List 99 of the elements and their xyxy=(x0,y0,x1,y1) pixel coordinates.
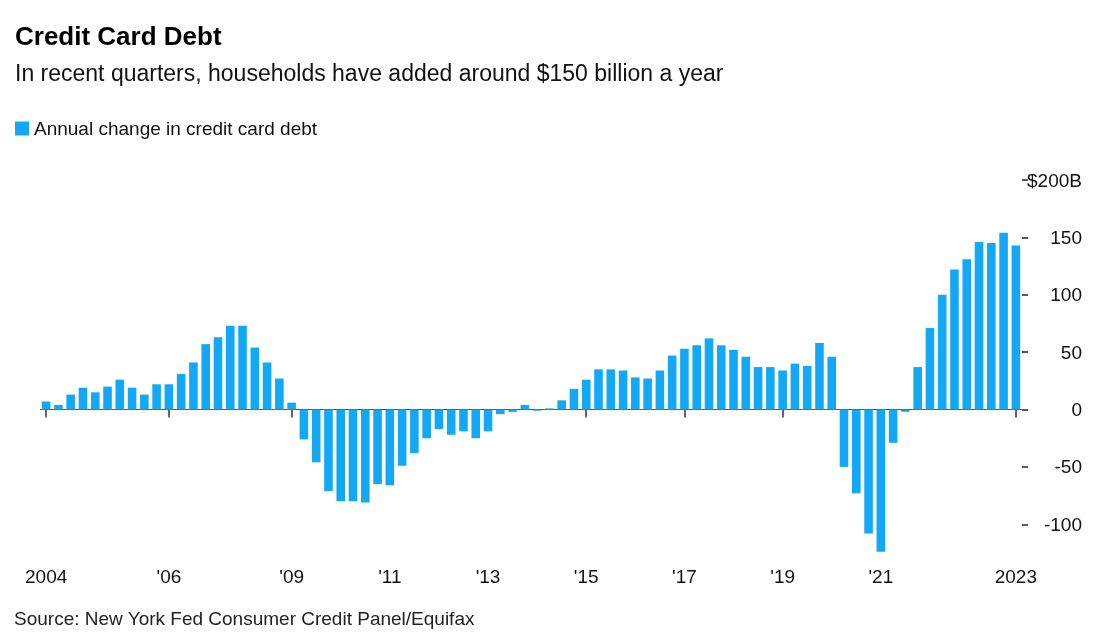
bar xyxy=(250,347,260,410)
bar xyxy=(164,384,174,410)
x-tick-label: '19 xyxy=(770,566,796,587)
y-tick-label: 50 xyxy=(1060,341,1082,363)
bar xyxy=(287,402,296,410)
bar xyxy=(140,394,149,410)
y-tick-label: -100 xyxy=(1043,513,1082,535)
bar xyxy=(876,409,886,552)
bar xyxy=(410,409,419,454)
bar xyxy=(643,378,652,410)
x-tick-label: '06 xyxy=(156,566,182,587)
bar xyxy=(446,409,456,435)
bar xyxy=(974,241,984,410)
bar xyxy=(189,362,198,410)
bar xyxy=(496,409,505,415)
bar xyxy=(606,369,616,410)
bar xyxy=(397,409,407,466)
bar xyxy=(667,355,677,410)
x-tick-label: '11 xyxy=(378,566,402,587)
y-tick-label: 0 xyxy=(1071,399,1082,421)
bar xyxy=(950,269,959,410)
bar xyxy=(373,409,382,485)
bar xyxy=(790,363,800,410)
y-tick-label: 100 xyxy=(1050,284,1082,306)
bar xyxy=(581,379,591,410)
bar xyxy=(999,232,1008,410)
x-tick-label: '21 xyxy=(868,566,894,587)
bar xyxy=(78,387,88,410)
bar xyxy=(54,404,63,410)
bar xyxy=(520,404,530,410)
bar xyxy=(913,367,922,410)
bar xyxy=(802,365,812,410)
bar xyxy=(631,377,640,410)
x-tick-label: '09 xyxy=(279,566,305,587)
bar xyxy=(201,344,211,410)
source-note: Source: New York Fed Consumer Credit Panel/Equifax xyxy=(14,608,475,629)
bar xyxy=(925,328,935,410)
bar xyxy=(127,387,137,410)
y-tick-label: 150 xyxy=(1050,226,1082,248)
x-tick-label: '17 xyxy=(672,566,697,587)
chart-subtitle: In recent quarters, households have added around $150 billion a year xyxy=(15,59,724,86)
x-tick-label: '15 xyxy=(573,566,599,587)
bar xyxy=(655,370,665,410)
bar xyxy=(434,409,444,430)
x-tick-label: 2004 xyxy=(25,566,68,587)
bar xyxy=(557,400,566,410)
bar xyxy=(987,243,996,410)
bar xyxy=(336,409,346,502)
bar xyxy=(348,409,358,502)
bar xyxy=(66,394,75,410)
bar xyxy=(262,362,272,410)
bar xyxy=(839,409,849,467)
bar xyxy=(41,401,51,410)
bar xyxy=(213,337,223,410)
chart-title: Credit Card Debt xyxy=(15,21,222,51)
bar xyxy=(299,409,309,440)
bar xyxy=(594,369,603,410)
bar xyxy=(864,409,873,534)
x-tick-label: '13 xyxy=(475,566,501,587)
bar xyxy=(90,392,100,410)
bar xyxy=(766,367,775,410)
bar xyxy=(741,356,751,410)
bar xyxy=(508,409,517,412)
y-tick-label: -50 xyxy=(1054,456,1082,478)
bar xyxy=(827,356,837,410)
bar xyxy=(176,373,186,410)
bar xyxy=(103,386,112,410)
bar xyxy=(704,338,714,410)
y-tick-label: $200B xyxy=(1027,169,1082,191)
bar xyxy=(901,409,910,412)
bar xyxy=(888,409,898,443)
bar xyxy=(1011,245,1021,410)
bar xyxy=(680,348,689,410)
bar xyxy=(115,379,125,410)
bar xyxy=(459,409,468,432)
bar xyxy=(324,409,333,492)
bar xyxy=(422,409,431,439)
bar xyxy=(471,409,481,439)
bar xyxy=(753,367,763,410)
bar xyxy=(937,294,947,410)
bar xyxy=(483,409,493,432)
bar xyxy=(716,345,726,410)
bar xyxy=(385,409,395,486)
bar xyxy=(152,384,161,410)
bar xyxy=(569,388,579,410)
bar xyxy=(618,370,628,410)
bar xyxy=(311,409,321,463)
bar xyxy=(238,325,247,410)
bar xyxy=(360,409,370,503)
legend-label: Annual change in credit card debt xyxy=(34,118,318,139)
bar xyxy=(778,370,787,410)
bar xyxy=(815,342,824,410)
bar xyxy=(851,409,861,494)
x-tick-label: 2023 xyxy=(994,566,1037,587)
bar xyxy=(729,349,738,410)
bar xyxy=(692,345,702,410)
bar xyxy=(275,378,284,410)
bar xyxy=(962,259,972,410)
bar xyxy=(225,325,235,410)
